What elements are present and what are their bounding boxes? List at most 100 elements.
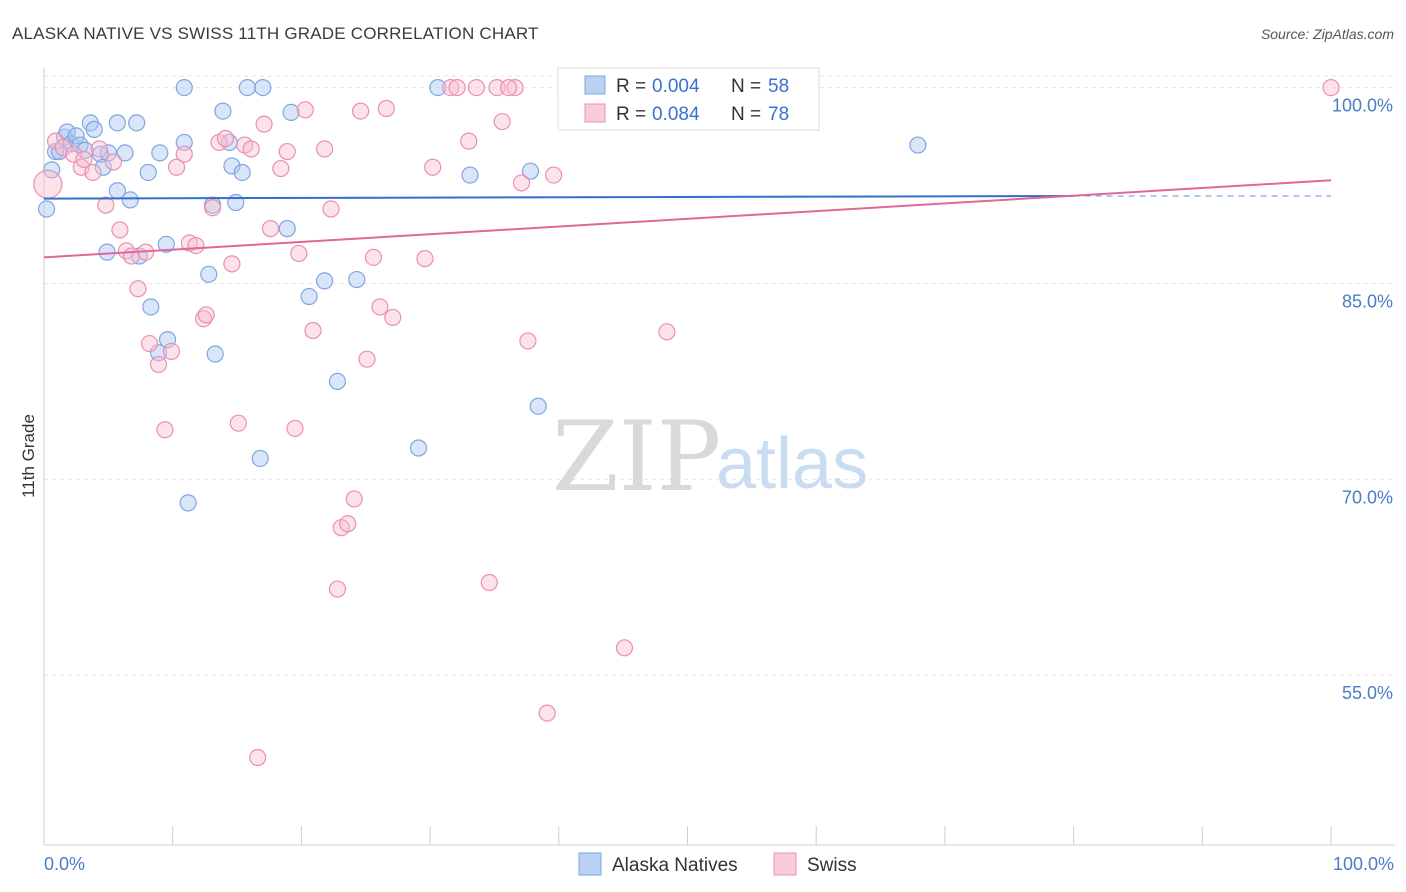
point-swiss-17 — [156, 421, 174, 439]
point-alaska-natives-26 — [157, 235, 175, 253]
point-swiss-16 — [149, 355, 168, 374]
bottom-legend-swatch-swiss — [773, 852, 797, 876]
point-alaska-natives-29 — [175, 133, 193, 152]
point-swiss-25 — [203, 199, 222, 217]
point-swiss-10 — [111, 221, 129, 239]
legend-bottom: Alaska Natives Swiss — [578, 852, 857, 876]
legend-r-value-swiss: 0.084 — [652, 104, 700, 125]
point-alaska-natives-14 — [99, 144, 117, 162]
x-tick-marks — [43, 826, 1332, 845]
point-swiss-56 — [448, 78, 466, 97]
point-swiss-73 — [538, 704, 556, 722]
point-alaska-natives-38 — [233, 163, 251, 182]
point-alaska-natives-46 — [328, 372, 347, 391]
point-alaska-natives-23 — [142, 298, 160, 316]
point-alaska-natives-33 — [206, 345, 224, 363]
trend-lines — [43, 179, 1332, 259]
point-swiss-63 — [512, 174, 531, 192]
legend-r-label-alaska: R = — [616, 76, 646, 97]
point-swiss-74 — [615, 639, 634, 657]
legend-n-label-swiss: N = — [731, 104, 761, 125]
point-swiss-46 — [345, 490, 363, 508]
point-alaska-natives-25 — [151, 144, 169, 162]
point-swiss-42 — [322, 200, 340, 218]
legend-n-label-alaska: N = — [731, 76, 761, 97]
watermark-zip: ZIP — [552, 401, 721, 513]
point-alaska-natives-7 — [67, 127, 85, 145]
point-swiss-43 — [328, 580, 347, 598]
point-alaska-natives-39 — [238, 78, 256, 97]
point-alaska-natives-15 — [108, 114, 126, 132]
point-swiss-8 — [97, 196, 115, 214]
point-swiss-49 — [364, 248, 383, 266]
legend-top: R = 0.004 N = 58 R = 0.084 N = 78 — [557, 67, 820, 131]
point-swiss-35 — [272, 159, 290, 178]
point-swiss-38 — [290, 244, 308, 263]
point-swiss-47 — [352, 102, 370, 120]
point-alaska-natives-17 — [128, 114, 146, 132]
point-swiss-77 — [500, 78, 518, 97]
point-swiss-32 — [249, 748, 267, 767]
point-swiss-9 — [104, 153, 123, 171]
point-alaska-natives-22 — [139, 163, 157, 182]
point-alaska-natives-20 — [121, 191, 139, 209]
point-alaska-natives-16 — [116, 144, 134, 162]
point-swiss-50 — [371, 298, 389, 316]
point-swiss-52 — [384, 308, 402, 327]
point-alaska-natives-1 — [43, 161, 61, 179]
point-swiss-48 — [358, 350, 376, 368]
point-alaska-natives-36 — [223, 157, 241, 175]
point-swiss-12 — [122, 247, 141, 265]
point-swiss-7 — [90, 140, 108, 158]
point-swiss-33 — [255, 115, 273, 133]
point-swiss-58 — [467, 78, 486, 97]
point-swiss-27 — [216, 129, 235, 148]
trend-line-swiss — [43, 179, 1332, 259]
legend-swatch-alaska-natives — [584, 75, 606, 95]
legend-r-value-alaska: 0.004 — [652, 76, 700, 97]
trend-line-alaska-natives — [43, 194, 1074, 200]
y-axis-label: 11th Grade — [19, 414, 38, 498]
series-swiss-points — [33, 78, 1340, 767]
point-swiss-57 — [460, 132, 478, 150]
point-alaska-natives-45 — [315, 272, 334, 290]
point-alaska-natives-18 — [98, 243, 116, 261]
y-tick-label-3: 55.0% — [1342, 683, 1393, 703]
point-alaska-natives-51 — [521, 162, 540, 180]
point-swiss-22 — [187, 237, 205, 255]
point-swiss-37 — [286, 419, 304, 438]
point-swiss-72 — [658, 323, 676, 341]
point-alaska-natives-37 — [227, 193, 245, 212]
point-swiss-18 — [162, 342, 181, 360]
point-alaska-natives-48 — [409, 439, 428, 457]
point-swiss-54 — [424, 158, 442, 176]
point-swiss-75 — [1322, 78, 1340, 97]
point-swiss-24 — [197, 306, 215, 324]
watermark-atlas: atlas — [716, 424, 868, 504]
legend-n-value-alaska: 58 — [768, 76, 789, 97]
point-swiss-15 — [140, 334, 159, 353]
point-alaska-natives-42 — [278, 220, 296, 238]
point-alaska-natives-49 — [429, 78, 447, 97]
point-swiss-64 — [519, 332, 537, 350]
point-alaska-natives-0 — [37, 200, 56, 218]
point-swiss-2 — [54, 139, 72, 157]
point-alaska-natives-31 — [200, 265, 218, 283]
point-swiss-45 — [339, 515, 357, 533]
point-swiss-51 — [377, 99, 395, 118]
y-tick-label-2: 70.0% — [1342, 487, 1393, 507]
watermark: ZIP atlas — [552, 401, 868, 513]
point-swiss-3 — [65, 145, 83, 163]
point-alaska-natives-50 — [461, 166, 479, 184]
y-tick-label-0: 100.0% — [1332, 96, 1393, 116]
y-tick-labels: 100.0% 85.0% 70.0% 55.0% — [1332, 96, 1393, 704]
legend-n-value-swiss: 78 — [768, 104, 789, 125]
point-alaska-natives-43 — [282, 103, 300, 122]
point-swiss-29 — [229, 414, 247, 432]
point-swiss-41 — [315, 140, 334, 158]
point-swiss-39 — [296, 101, 314, 119]
point-swiss-61 — [493, 112, 511, 131]
point-swiss-62 — [506, 78, 524, 97]
point-alaska-natives-24 — [149, 344, 168, 362]
